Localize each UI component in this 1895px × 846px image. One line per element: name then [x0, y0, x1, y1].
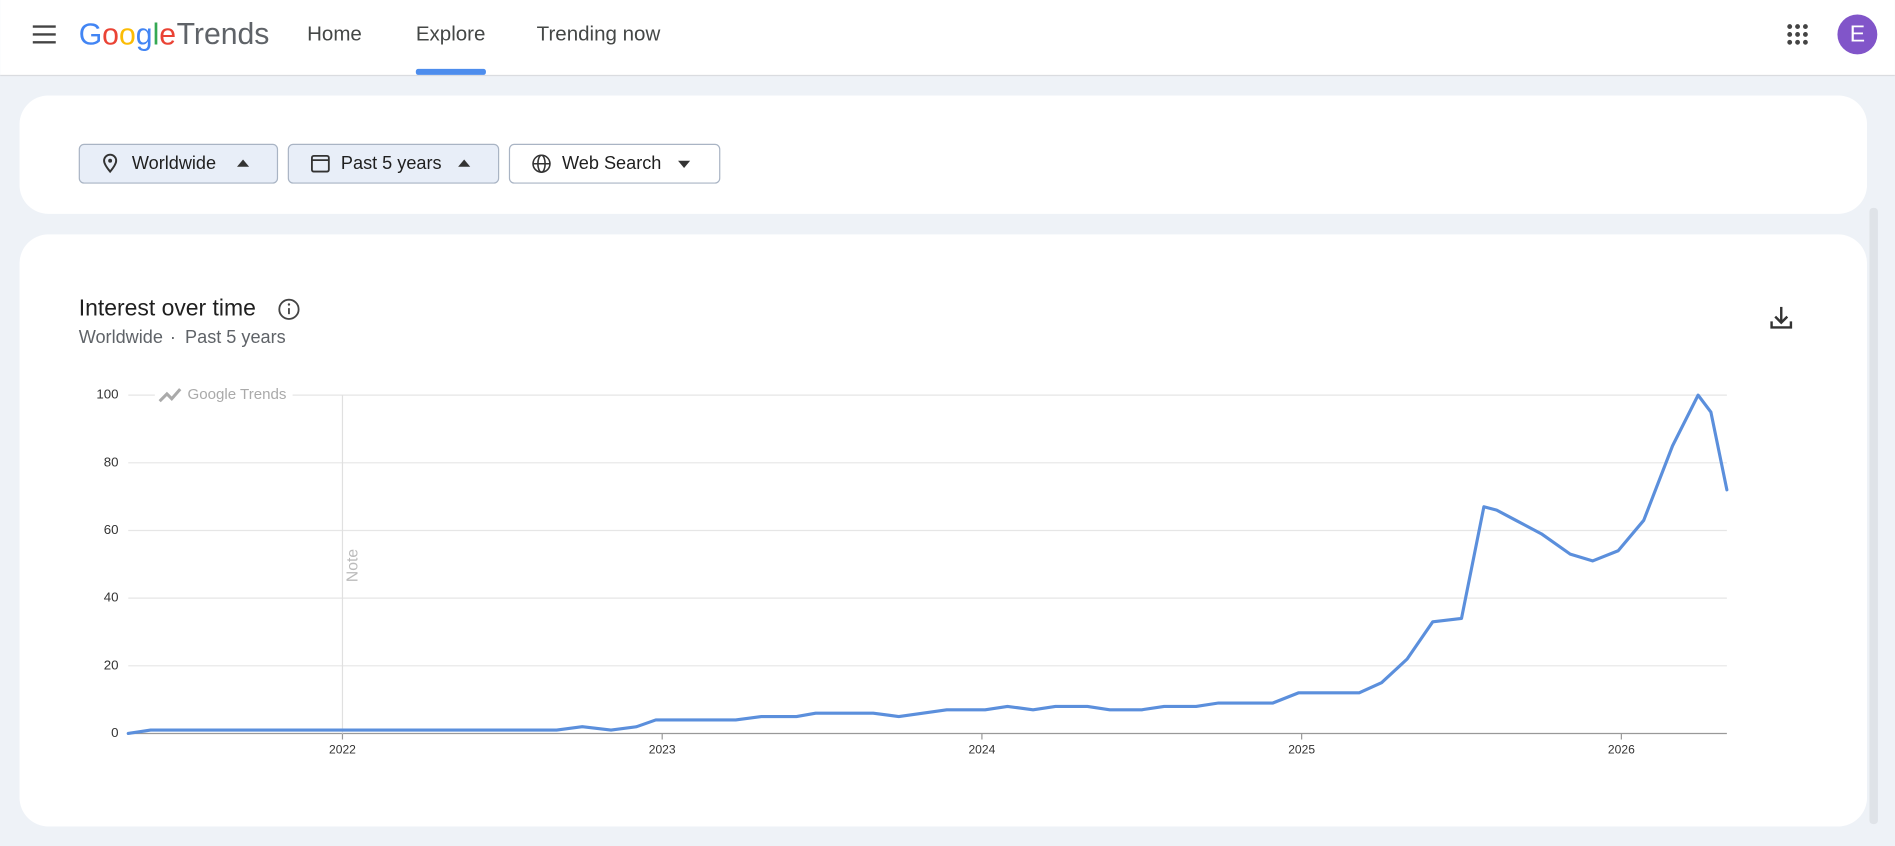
apps-button[interactable]: [1787, 24, 1808, 45]
y-tick-label: 40: [104, 590, 119, 605]
filter-card: [19, 95, 1868, 214]
active-tab-indicator: [415, 68, 486, 75]
card-subtitle-location: Worldwide: [79, 327, 163, 347]
watermark: Google Trends: [187, 386, 286, 403]
card-title: Interest over time: [79, 294, 256, 320]
pin-dot: [108, 158, 113, 163]
avatar[interactable]: [1837, 14, 1878, 55]
filter-location-label[interactable]: Worldwide: [132, 153, 216, 173]
globe-icon: [532, 154, 551, 173]
y-tick-label: 20: [104, 657, 119, 672]
x-tick-label: 2026: [1608, 743, 1635, 757]
header-bar: [0, 0, 1895, 75]
menu-button[interactable]: [32, 25, 56, 44]
info-icon[interactable]: [278, 298, 300, 320]
card-subtitle-period: Past 5 years: [185, 327, 286, 347]
watermark-bg: [154, 384, 293, 406]
x-tick-label: 2022: [329, 743, 356, 757]
plot: 0 20 40 60 80 100 2022 2023 2024 2025 2026 Note Goog…: [96, 384, 1729, 757]
filter-time-label[interactable]: Past 5 years: [341, 153, 442, 173]
nav-trending[interactable]: Trending now: [537, 22, 661, 45]
avatar-letter[interactable]: E: [1850, 21, 1865, 47]
pin-icon: [103, 153, 118, 174]
filter-property-label[interactable]: Web Search: [562, 153, 661, 173]
scrollbar: [1869, 207, 1878, 825]
download-button[interactable]: [1770, 306, 1793, 329]
y-tick-label: 0: [111, 725, 118, 740]
x-tick-label: 2024: [968, 743, 995, 757]
filter-time[interactable]: [287, 143, 500, 184]
nav-explore[interactable]: Explore: [416, 22, 486, 45]
logo-trends[interactable]: Trends: [177, 18, 270, 51]
y-tick-label: 60: [104, 522, 119, 537]
x-tick-label: 2023: [649, 743, 676, 757]
logo-google[interactable]: Google: [79, 18, 176, 51]
watermark-icon: [158, 388, 182, 403]
filter-location[interactable]: [78, 143, 279, 184]
caret-up: [237, 159, 250, 167]
annotation-label: Note: [344, 549, 361, 582]
calendar-icon: [311, 154, 330, 173]
nav-home[interactable]: Home: [307, 22, 362, 45]
filter-property[interactable]: [508, 143, 721, 184]
y-tick-label: 100: [96, 387, 118, 402]
caret-down: [678, 160, 691, 168]
x-tick-label: 2025: [1288, 743, 1315, 757]
y-tick-label: 80: [104, 454, 119, 469]
card-subtitle-separator: ·: [170, 327, 176, 347]
caret-up: [458, 159, 471, 167]
trend-line: [126, 393, 1729, 736]
